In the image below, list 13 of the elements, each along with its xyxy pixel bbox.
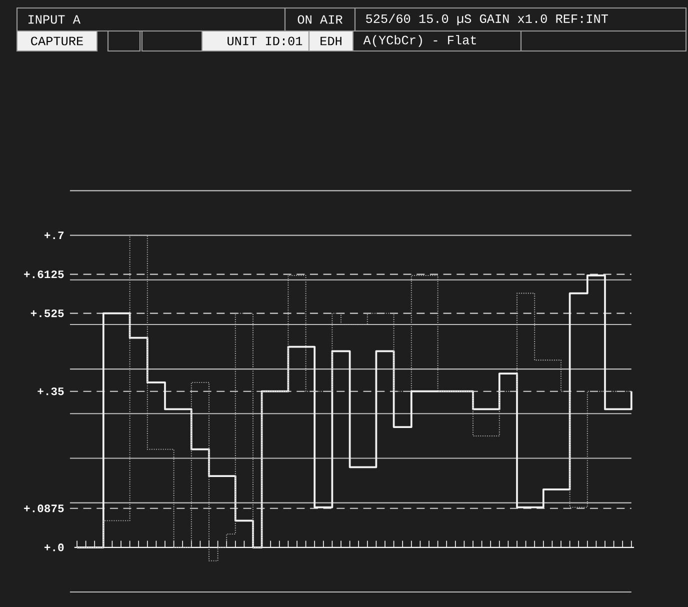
text: INPUT A — [28, 15, 80, 24]
y-tick-label: +.7 — [44, 232, 64, 240]
y-tick-label: +.35 — [38, 387, 64, 396]
text: ON AIR — [298, 15, 342, 24]
y-tick-label: +.525 — [30, 309, 64, 318]
y-tick-label: +.0875 — [24, 504, 64, 512]
text: 525/60 15.0 µS GAIN x1.0 REF:INT — [366, 14, 608, 26]
text: UNIT ID:01 — [228, 36, 302, 46]
text: A(YCbCr) - Flat — [363, 35, 476, 47]
y-tick-label: +.6125 — [24, 270, 64, 278]
y-tick-label: +.0 — [44, 544, 64, 552]
text: CAPTURE — [31, 36, 83, 46]
text: EDH — [320, 36, 342, 46]
